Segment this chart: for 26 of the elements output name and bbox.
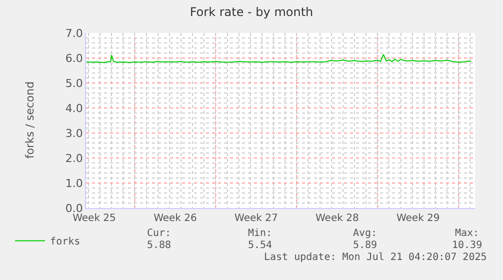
y-tick-label: 7.0 <box>65 26 83 40</box>
text: Last update: Mon Jul 21 04:20:07 2025 <box>264 252 487 263</box>
text: Avg: <box>353 228 378 239</box>
y-tick-label: 6.0 <box>65 52 83 65</box>
x-tick-label: Week 26 <box>154 213 197 224</box>
legend-label: forks <box>50 236 80 248</box>
x-tick-label: Week 28 <box>316 213 359 224</box>
y-axis-title: forks / second <box>24 81 37 159</box>
text: Max: <box>455 228 480 239</box>
text: Min: <box>248 228 272 239</box>
text: Cur: <box>147 228 172 239</box>
y-tick-label: 3.0 <box>65 126 83 140</box>
x-tick-label: Week 27 <box>234 213 278 224</box>
text: 5.88 <box>147 240 172 251</box>
chart-title: Fork rate - by month <box>190 5 314 20</box>
y-tick-label: 1.0 <box>65 176 83 190</box>
text: 5.54 <box>248 240 272 251</box>
y-tick-label: 2.0 <box>65 152 83 165</box>
y-tick-label: 0.0 <box>65 202 83 215</box>
y-tick-label: 5.0 <box>65 76 83 90</box>
y-tick-label: 4.0 <box>65 102 83 115</box>
x-tick-label: Week 29 <box>396 213 440 224</box>
text: 10.39 <box>452 240 482 251</box>
x-tick-label: Week 25 <box>72 213 116 224</box>
line-series <box>86 54 472 63</box>
text: 5.89 <box>353 240 378 251</box>
